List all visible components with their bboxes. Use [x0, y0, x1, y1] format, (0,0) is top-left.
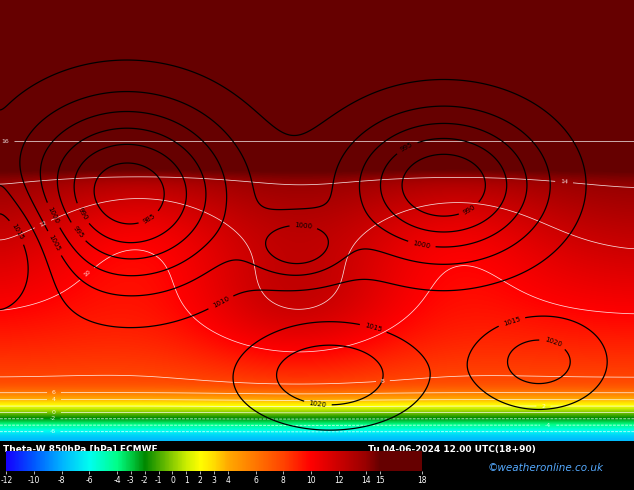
Text: 1020: 1020 — [309, 400, 327, 408]
Text: 1015: 1015 — [10, 223, 25, 242]
Text: ©weatheronline.co.uk: ©weatheronline.co.uk — [488, 463, 603, 473]
Text: 995: 995 — [72, 225, 84, 239]
Text: -6: -6 — [49, 429, 56, 434]
Text: -2: -2 — [49, 416, 56, 421]
Text: 4: 4 — [52, 397, 56, 402]
Text: 16: 16 — [1, 139, 9, 144]
Text: Tu 04-06-2024 12.00 UTC(18+90): Tu 04-06-2024 12.00 UTC(18+90) — [368, 445, 536, 454]
Text: 0: 0 — [52, 410, 56, 415]
Text: 12: 12 — [38, 220, 48, 228]
Text: 1010: 1010 — [212, 295, 230, 309]
Text: 1015: 1015 — [502, 316, 521, 327]
Text: 1020: 1020 — [543, 337, 562, 348]
Text: 14: 14 — [560, 179, 568, 185]
Text: 990: 990 — [462, 203, 477, 216]
Text: 8: 8 — [381, 378, 385, 384]
Text: Theta-W 850hPa [hPa] ECMWF: Theta-W 850hPa [hPa] ECMWF — [3, 445, 158, 454]
Text: 985: 985 — [142, 213, 157, 224]
Text: 990: 990 — [76, 206, 88, 221]
Text: 1005: 1005 — [48, 234, 61, 253]
Text: -4: -4 — [545, 423, 552, 428]
Text: 995: 995 — [399, 142, 414, 153]
Text: 6: 6 — [52, 390, 56, 395]
Text: 2: 2 — [541, 404, 545, 409]
Text: 1000: 1000 — [412, 240, 431, 249]
Text: 10: 10 — [83, 270, 92, 278]
Text: 1000: 1000 — [46, 206, 60, 225]
Text: 1000: 1000 — [294, 221, 313, 229]
Text: 1015: 1015 — [364, 322, 383, 333]
